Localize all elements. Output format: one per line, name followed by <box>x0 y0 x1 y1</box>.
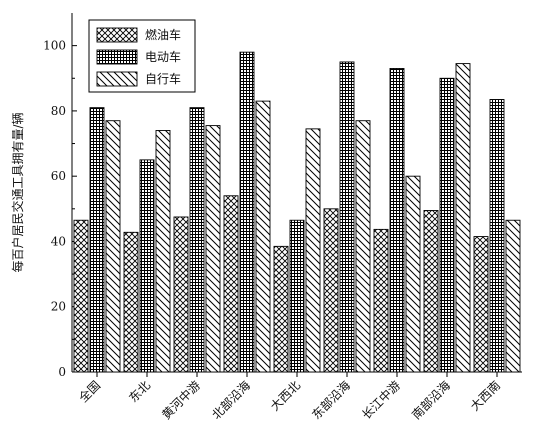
x-ticks: 全国 东北 黄河中游 北部沿海 大西北 东部沿海 长江中游 南部沿海 大西南 <box>76 372 503 423</box>
x-tick-label: 黄河中游 <box>159 378 204 423</box>
y-tick-label: 20 <box>51 300 66 314</box>
legend-swatch-3 <box>96 71 138 87</box>
legend-swatch-2 <box>96 49 138 65</box>
bar-2-7 <box>389 68 405 373</box>
bar-1-4 <box>223 195 239 373</box>
legend-label: 燃油车 <box>145 27 181 42</box>
bar-2-3 <box>189 107 205 373</box>
bar-3-2 <box>155 130 171 373</box>
x-tick-label: 全国 <box>76 378 104 406</box>
bars <box>73 51 521 373</box>
legend-label: 自行车 <box>145 71 181 86</box>
y-tick-label: 40 <box>51 234 66 248</box>
bar-2-2 <box>139 159 155 373</box>
bar-1-3 <box>173 216 189 373</box>
bar-1-8 <box>423 209 439 373</box>
y-tick-label: 0 <box>58 365 66 379</box>
bar-2-8 <box>439 77 455 373</box>
bar-2-1 <box>89 107 105 373</box>
bar-1-1 <box>73 219 89 373</box>
bar-3-4 <box>255 100 271 373</box>
y-tick-label: 100 <box>43 39 66 53</box>
bar-1-6 <box>323 208 339 373</box>
x-tick-label: 大西北 <box>268 378 303 413</box>
bar-1-9 <box>473 236 489 373</box>
bar-3-7 <box>405 175 421 373</box>
bar-2-4 <box>239 51 255 373</box>
bar-2-5 <box>289 219 305 373</box>
x-tick-label: 东部沿海 <box>309 378 354 423</box>
x-tick-label: 南部沿海 <box>409 378 454 423</box>
bar-3-9 <box>505 219 521 373</box>
bar-3-8 <box>455 63 471 373</box>
bar-3-3 <box>205 125 221 373</box>
bar-3-6 <box>355 120 371 373</box>
y-tick-label: 60 <box>51 169 66 183</box>
y-axis-title: 每百户居民交通工具拥有量/辆 <box>10 112 25 272</box>
bar-1-7 <box>373 228 389 373</box>
y-ticks: 0 20 40 60 80 100 <box>43 39 77 379</box>
bar-3-1 <box>105 120 121 373</box>
bar-3-5 <box>305 128 321 373</box>
x-tick-label: 长江中游 <box>359 378 404 423</box>
bar-2-6 <box>339 61 355 373</box>
legend-label: 电动车 <box>145 49 181 64</box>
legend-swatch-1 <box>96 27 138 43</box>
bar-2-9 <box>489 99 505 373</box>
bar-1-2 <box>123 231 139 373</box>
y-tick-label: 80 <box>51 104 66 118</box>
x-tick-label: 东北 <box>126 378 153 405</box>
x-tick-label: 北部沿海 <box>209 378 254 423</box>
x-tick-label: 大西南 <box>467 378 503 414</box>
bar-1-5 <box>273 245 289 373</box>
